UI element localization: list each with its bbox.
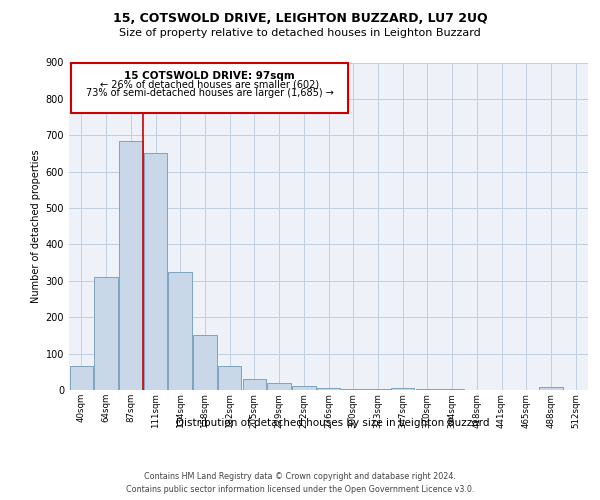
Bar (94, 277, 118, 390)
Bar (292, 386, 316, 390)
Bar (268, 384, 291, 390)
Text: 15 COTSWOLD DRIVE: 97sqm: 15 COTSWOLD DRIVE: 97sqm (124, 71, 295, 81)
Text: 15, COTSWOLD DRIVE, LEIGHTON BUZZARD, LU7 2UQ: 15, COTSWOLD DRIVE, LEIGHTON BUZZARD, LU… (113, 12, 487, 26)
FancyBboxPatch shape (71, 62, 348, 114)
Bar (144, 154, 167, 390)
Text: 73% of semi-detached houses are larger (1,685) →: 73% of semi-detached houses are larger (… (86, 88, 334, 98)
Bar (317, 388, 340, 390)
Bar (341, 388, 365, 390)
Bar (416, 389, 439, 390)
Bar (70, 366, 93, 390)
Text: Size of property relative to detached houses in Leighton Buzzard: Size of property relative to detached ho… (119, 28, 481, 38)
Y-axis label: Number of detached properties: Number of detached properties (31, 150, 41, 303)
Bar (366, 389, 389, 390)
Bar (391, 388, 415, 390)
Bar (242, 379, 266, 390)
Text: ← 26% of detached houses are smaller (602): ← 26% of detached houses are smaller (60… (100, 80, 319, 90)
Bar (193, 336, 217, 390)
Bar (169, 272, 192, 390)
Bar (539, 387, 563, 390)
Text: Contains HM Land Registry data © Crown copyright and database right 2024.
Contai: Contains HM Land Registry data © Crown c… (126, 472, 474, 494)
Bar (218, 366, 241, 390)
Text: Distribution of detached houses by size in Leighton Buzzard: Distribution of detached houses by size … (176, 418, 490, 428)
Bar (119, 140, 143, 390)
